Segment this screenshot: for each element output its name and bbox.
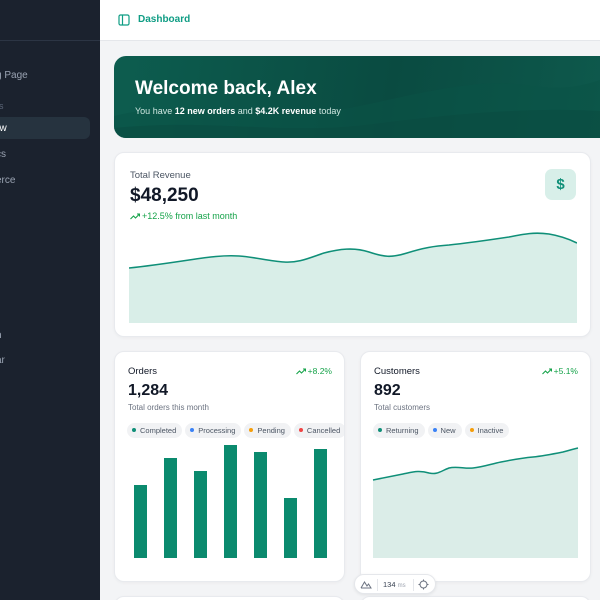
welcome-subtitle: You have 12 new orders and $4.2K revenue… [135,106,341,116]
new-orders-count: 12 new orders [174,106,236,116]
customers-card: Customers +5.1% 892 Total customers Retu… [360,351,591,582]
mountain-icon[interactable] [360,579,372,590]
sidebar-item-analytics[interactable]: cs [0,149,6,160]
orders-bar-chart [134,445,327,558]
welcome-banner: Welcome back, Alex You have 12 new order… [114,56,600,138]
status-dot [432,428,437,433]
orders-bar [254,452,267,558]
sidebar-active-highlight [0,117,90,139]
bottom-card-left [114,596,345,600]
chip-completed[interactable]: Completed [127,423,183,438]
orders-subtitle: Total orders this month [128,403,209,412]
chip-returning[interactable]: Returning [373,423,425,438]
welcome-title: Welcome back, Alex [135,78,317,99]
sidebar-item-ecommerce[interactable]: erce [0,175,16,186]
revenue-value: $48,250 [130,185,199,206]
customers-title: Customers [374,366,420,377]
customers-area-chart [372,447,579,558]
orders-bar [314,449,327,558]
floating-perf-toolbar: 134 ms [354,574,436,594]
toolbar-separator [413,579,414,591]
status-dot [249,428,254,433]
orders-bar [284,498,297,558]
status-dot [132,428,136,433]
dollar-icon[interactable]: $ [545,169,576,200]
revenue-trend: +12.5% from last month [130,211,237,221]
orders-status-chips: Completed Processing Pending Cancelled [127,420,344,438]
toolbar-separator [377,579,378,591]
crosshair-icon[interactable] [418,579,429,590]
customers-value: 892 [374,382,401,399]
chip-pending[interactable]: Pending [244,423,291,438]
chip-cancelled[interactable]: Cancelled [293,423,344,438]
sidebar-divider [0,40,100,41]
orders-bar [194,471,207,558]
orders-trend: +8.2% [295,366,332,376]
revenue-label: Total Revenue [130,170,191,181]
customers-subtitle: Total customers [374,403,431,412]
revenue-area-chart [129,232,577,323]
trend-up-icon [541,368,552,375]
revenue-card: Total Revenue $48,250 +12.5% from last m… [114,152,591,337]
chip-inactive[interactable]: Inactive [464,423,510,438]
sidebar-item-calendar[interactable]: ar [0,355,5,366]
trend-up-icon [295,368,306,375]
orders-bar [164,458,177,558]
bottom-card-right [360,596,591,600]
status-dot [190,428,195,433]
sidebar-item-landing-page[interactable]: g Page [0,70,28,81]
sidebar: e g Page os ew cs erce n ar [0,0,100,600]
orders-value: 1,284 [128,382,169,399]
chip-new[interactable]: New [427,423,462,438]
customers-segment-chips: Returning New Inactive [373,420,512,438]
chip-processing[interactable]: Processing [185,423,242,438]
revenue-today: $4.2K revenue [255,106,317,116]
sidebar-item-authentication[interactable]: n [0,330,2,341]
status-dot [378,428,382,433]
top-bar: Dashboard [100,0,600,41]
orders-bar [134,485,147,558]
perf-readout: 134 ms [383,580,406,589]
page-title: Dashboard [138,14,191,25]
trend-up-icon [130,213,141,220]
customers-trend: +5.1% [541,366,578,376]
orders-bar [224,445,237,558]
sidebar-toggle-icon[interactable] [118,14,130,26]
sidebar-section-dashboards: os [0,101,4,111]
status-dot [469,428,474,433]
orders-title: Orders [128,366,158,377]
orders-card: Orders +8.2% 1,284 Total orders this mon… [114,351,345,582]
banner-wave-decoration [114,80,600,138]
status-dot [298,428,303,433]
sidebar-item-overview[interactable]: ew [0,123,7,134]
